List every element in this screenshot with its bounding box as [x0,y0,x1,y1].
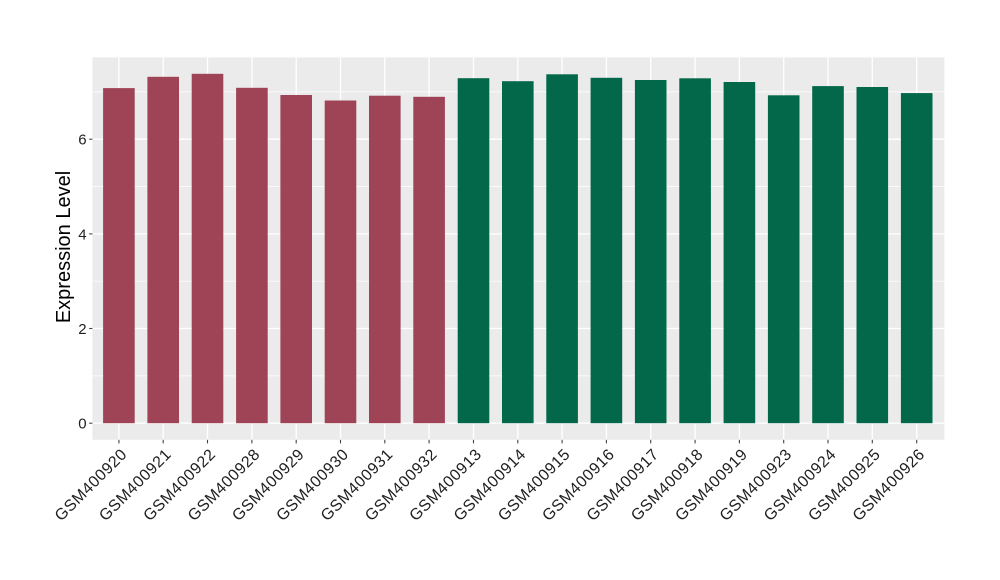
svg-text:2: 2 [78,321,86,338]
svg-text:0: 0 [78,416,86,433]
svg-text:Expression Level: Expression Level [53,171,75,323]
svg-text:6: 6 [78,132,86,149]
svg-text:4: 4 [78,226,86,243]
